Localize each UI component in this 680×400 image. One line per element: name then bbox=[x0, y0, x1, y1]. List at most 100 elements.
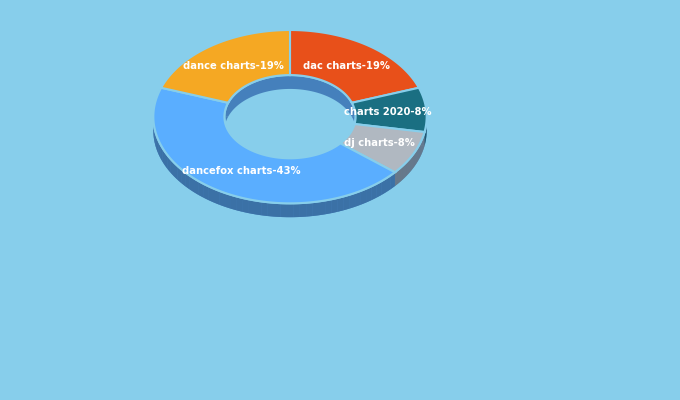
Polygon shape bbox=[177, 166, 182, 183]
Polygon shape bbox=[298, 158, 301, 172]
Polygon shape bbox=[268, 202, 274, 217]
Polygon shape bbox=[225, 193, 231, 209]
Polygon shape bbox=[290, 44, 419, 117]
Polygon shape bbox=[355, 191, 360, 207]
Polygon shape bbox=[280, 203, 287, 217]
Text: charts 2020-8%: charts 2020-8% bbox=[344, 107, 432, 117]
Polygon shape bbox=[186, 172, 190, 189]
Polygon shape bbox=[397, 170, 398, 184]
Text: dancefox charts-43%: dancefox charts-43% bbox=[182, 166, 301, 176]
Polygon shape bbox=[340, 138, 424, 186]
Polygon shape bbox=[182, 169, 186, 186]
Polygon shape bbox=[279, 158, 282, 172]
Polygon shape bbox=[337, 196, 343, 212]
Polygon shape bbox=[199, 181, 204, 198]
Polygon shape bbox=[287, 203, 293, 217]
Polygon shape bbox=[292, 158, 294, 172]
Polygon shape bbox=[300, 203, 306, 217]
Polygon shape bbox=[230, 134, 231, 149]
Polygon shape bbox=[332, 148, 334, 163]
Polygon shape bbox=[259, 153, 262, 168]
Polygon shape bbox=[161, 30, 290, 103]
Polygon shape bbox=[249, 199, 255, 214]
Polygon shape bbox=[262, 154, 265, 169]
Polygon shape bbox=[158, 140, 160, 158]
Polygon shape bbox=[371, 184, 377, 200]
Polygon shape bbox=[288, 158, 292, 172]
Polygon shape bbox=[398, 169, 399, 183]
Polygon shape bbox=[161, 30, 290, 103]
Polygon shape bbox=[209, 186, 214, 202]
Polygon shape bbox=[366, 186, 371, 202]
Polygon shape bbox=[237, 196, 243, 212]
Polygon shape bbox=[326, 150, 329, 165]
Polygon shape bbox=[301, 157, 304, 172]
Polygon shape bbox=[228, 132, 230, 147]
Polygon shape bbox=[246, 148, 249, 163]
Polygon shape bbox=[270, 156, 273, 171]
Polygon shape bbox=[165, 152, 168, 169]
Polygon shape bbox=[307, 156, 310, 171]
Polygon shape bbox=[256, 152, 259, 167]
Polygon shape bbox=[171, 159, 174, 176]
Polygon shape bbox=[231, 135, 233, 151]
Polygon shape bbox=[399, 168, 400, 182]
Polygon shape bbox=[360, 189, 366, 205]
Polygon shape bbox=[194, 178, 199, 195]
Polygon shape bbox=[274, 203, 280, 217]
Polygon shape bbox=[336, 145, 338, 160]
Polygon shape bbox=[220, 191, 225, 207]
Text: dj charts-8%: dj charts-8% bbox=[343, 138, 415, 148]
Polygon shape bbox=[352, 88, 426, 132]
Polygon shape bbox=[235, 139, 236, 154]
Polygon shape bbox=[377, 181, 381, 198]
Polygon shape bbox=[231, 195, 237, 210]
Polygon shape bbox=[240, 144, 242, 159]
Polygon shape bbox=[352, 88, 426, 132]
Polygon shape bbox=[174, 162, 177, 180]
Polygon shape bbox=[156, 132, 157, 150]
Polygon shape bbox=[160, 144, 163, 162]
Polygon shape bbox=[233, 137, 235, 152]
Polygon shape bbox=[338, 143, 340, 159]
Polygon shape bbox=[153, 88, 395, 203]
Polygon shape bbox=[306, 202, 313, 216]
Polygon shape bbox=[319, 200, 325, 215]
Polygon shape bbox=[238, 142, 240, 157]
Polygon shape bbox=[395, 172, 396, 186]
Text: dance charts-19%: dance charts-19% bbox=[183, 61, 284, 71]
Polygon shape bbox=[154, 128, 156, 146]
Polygon shape bbox=[290, 30, 419, 103]
Polygon shape bbox=[310, 156, 313, 170]
Polygon shape bbox=[352, 102, 426, 146]
Polygon shape bbox=[168, 155, 171, 173]
Polygon shape bbox=[163, 148, 165, 166]
Polygon shape bbox=[153, 102, 395, 217]
Polygon shape bbox=[329, 149, 332, 164]
Polygon shape bbox=[286, 158, 288, 172]
Polygon shape bbox=[161, 44, 290, 117]
Polygon shape bbox=[325, 199, 331, 214]
Polygon shape bbox=[294, 158, 298, 172]
Polygon shape bbox=[316, 154, 318, 169]
Polygon shape bbox=[293, 203, 300, 217]
Polygon shape bbox=[313, 201, 319, 216]
Polygon shape bbox=[267, 156, 270, 170]
Polygon shape bbox=[261, 202, 268, 216]
Polygon shape bbox=[340, 124, 424, 172]
Polygon shape bbox=[350, 193, 355, 208]
Polygon shape bbox=[204, 184, 209, 200]
Polygon shape bbox=[400, 168, 401, 182]
Polygon shape bbox=[402, 166, 403, 180]
Polygon shape bbox=[290, 30, 419, 103]
Polygon shape bbox=[154, 104, 155, 122]
Polygon shape bbox=[381, 178, 386, 195]
Polygon shape bbox=[396, 170, 397, 185]
Polygon shape bbox=[324, 151, 326, 166]
Text: dac charts-19%: dac charts-19% bbox=[303, 61, 390, 71]
Polygon shape bbox=[276, 157, 279, 172]
Polygon shape bbox=[214, 189, 220, 205]
Polygon shape bbox=[265, 155, 267, 170]
Polygon shape bbox=[331, 198, 337, 213]
Polygon shape bbox=[226, 126, 227, 142]
